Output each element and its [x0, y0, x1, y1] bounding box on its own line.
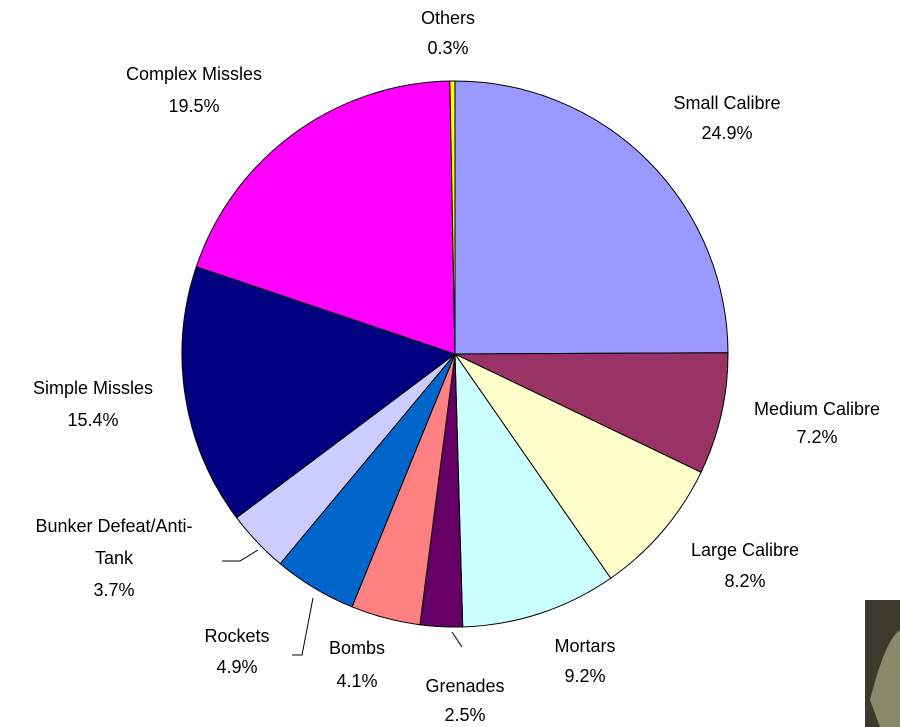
slice-label: Rockets [204, 626, 269, 646]
slice-value-label: 2.5% [444, 705, 485, 725]
slice-value-label: 4.9% [216, 657, 257, 677]
slice-label: Large Calibre [691, 540, 799, 560]
slice-value-label: 7.2% [796, 427, 837, 447]
photo-detail [870, 630, 900, 727]
slice-value-label: 15.4% [67, 410, 118, 430]
pie-slice [454, 352, 612, 628]
pie-slice [453, 352, 702, 579]
slice-label-line: Tank [95, 548, 134, 568]
slice-label: Bunker Defeat/Anti- Tank [35, 516, 192, 568]
pie-slice [449, 80, 456, 355]
slice-label: Medium Calibre [754, 399, 880, 419]
leader-line [292, 597, 314, 656]
slice-value-label: 8.2% [724, 571, 765, 591]
slice-label-line: Bunker Defeat/Anti- [35, 516, 192, 536]
pie-slice [195, 80, 456, 355]
slice-label: Simple Missles [33, 378, 153, 398]
slice-label: Mortars [554, 636, 615, 656]
leader-line [222, 549, 259, 562]
slice-value-label: 0.3% [427, 38, 468, 58]
leader-line [451, 631, 463, 648]
slice-label: Complex Missles [126, 64, 262, 84]
slice-value-label: 19.5% [168, 96, 219, 116]
slice-value-label: 9.2% [564, 666, 605, 686]
slice-label: Small Calibre [673, 93, 780, 113]
slice-label: Bombs [329, 638, 385, 658]
slice-value-label: 3.7% [93, 580, 134, 600]
pie-slice [181, 266, 457, 519]
slice-label: Grenades [425, 676, 504, 696]
pie-slice [454, 80, 729, 355]
slice-value-label: 4.1% [336, 671, 377, 691]
slice-label: Others [421, 8, 475, 28]
slice-value-label: 24.9% [701, 123, 752, 143]
pie-slice [454, 352, 729, 473]
